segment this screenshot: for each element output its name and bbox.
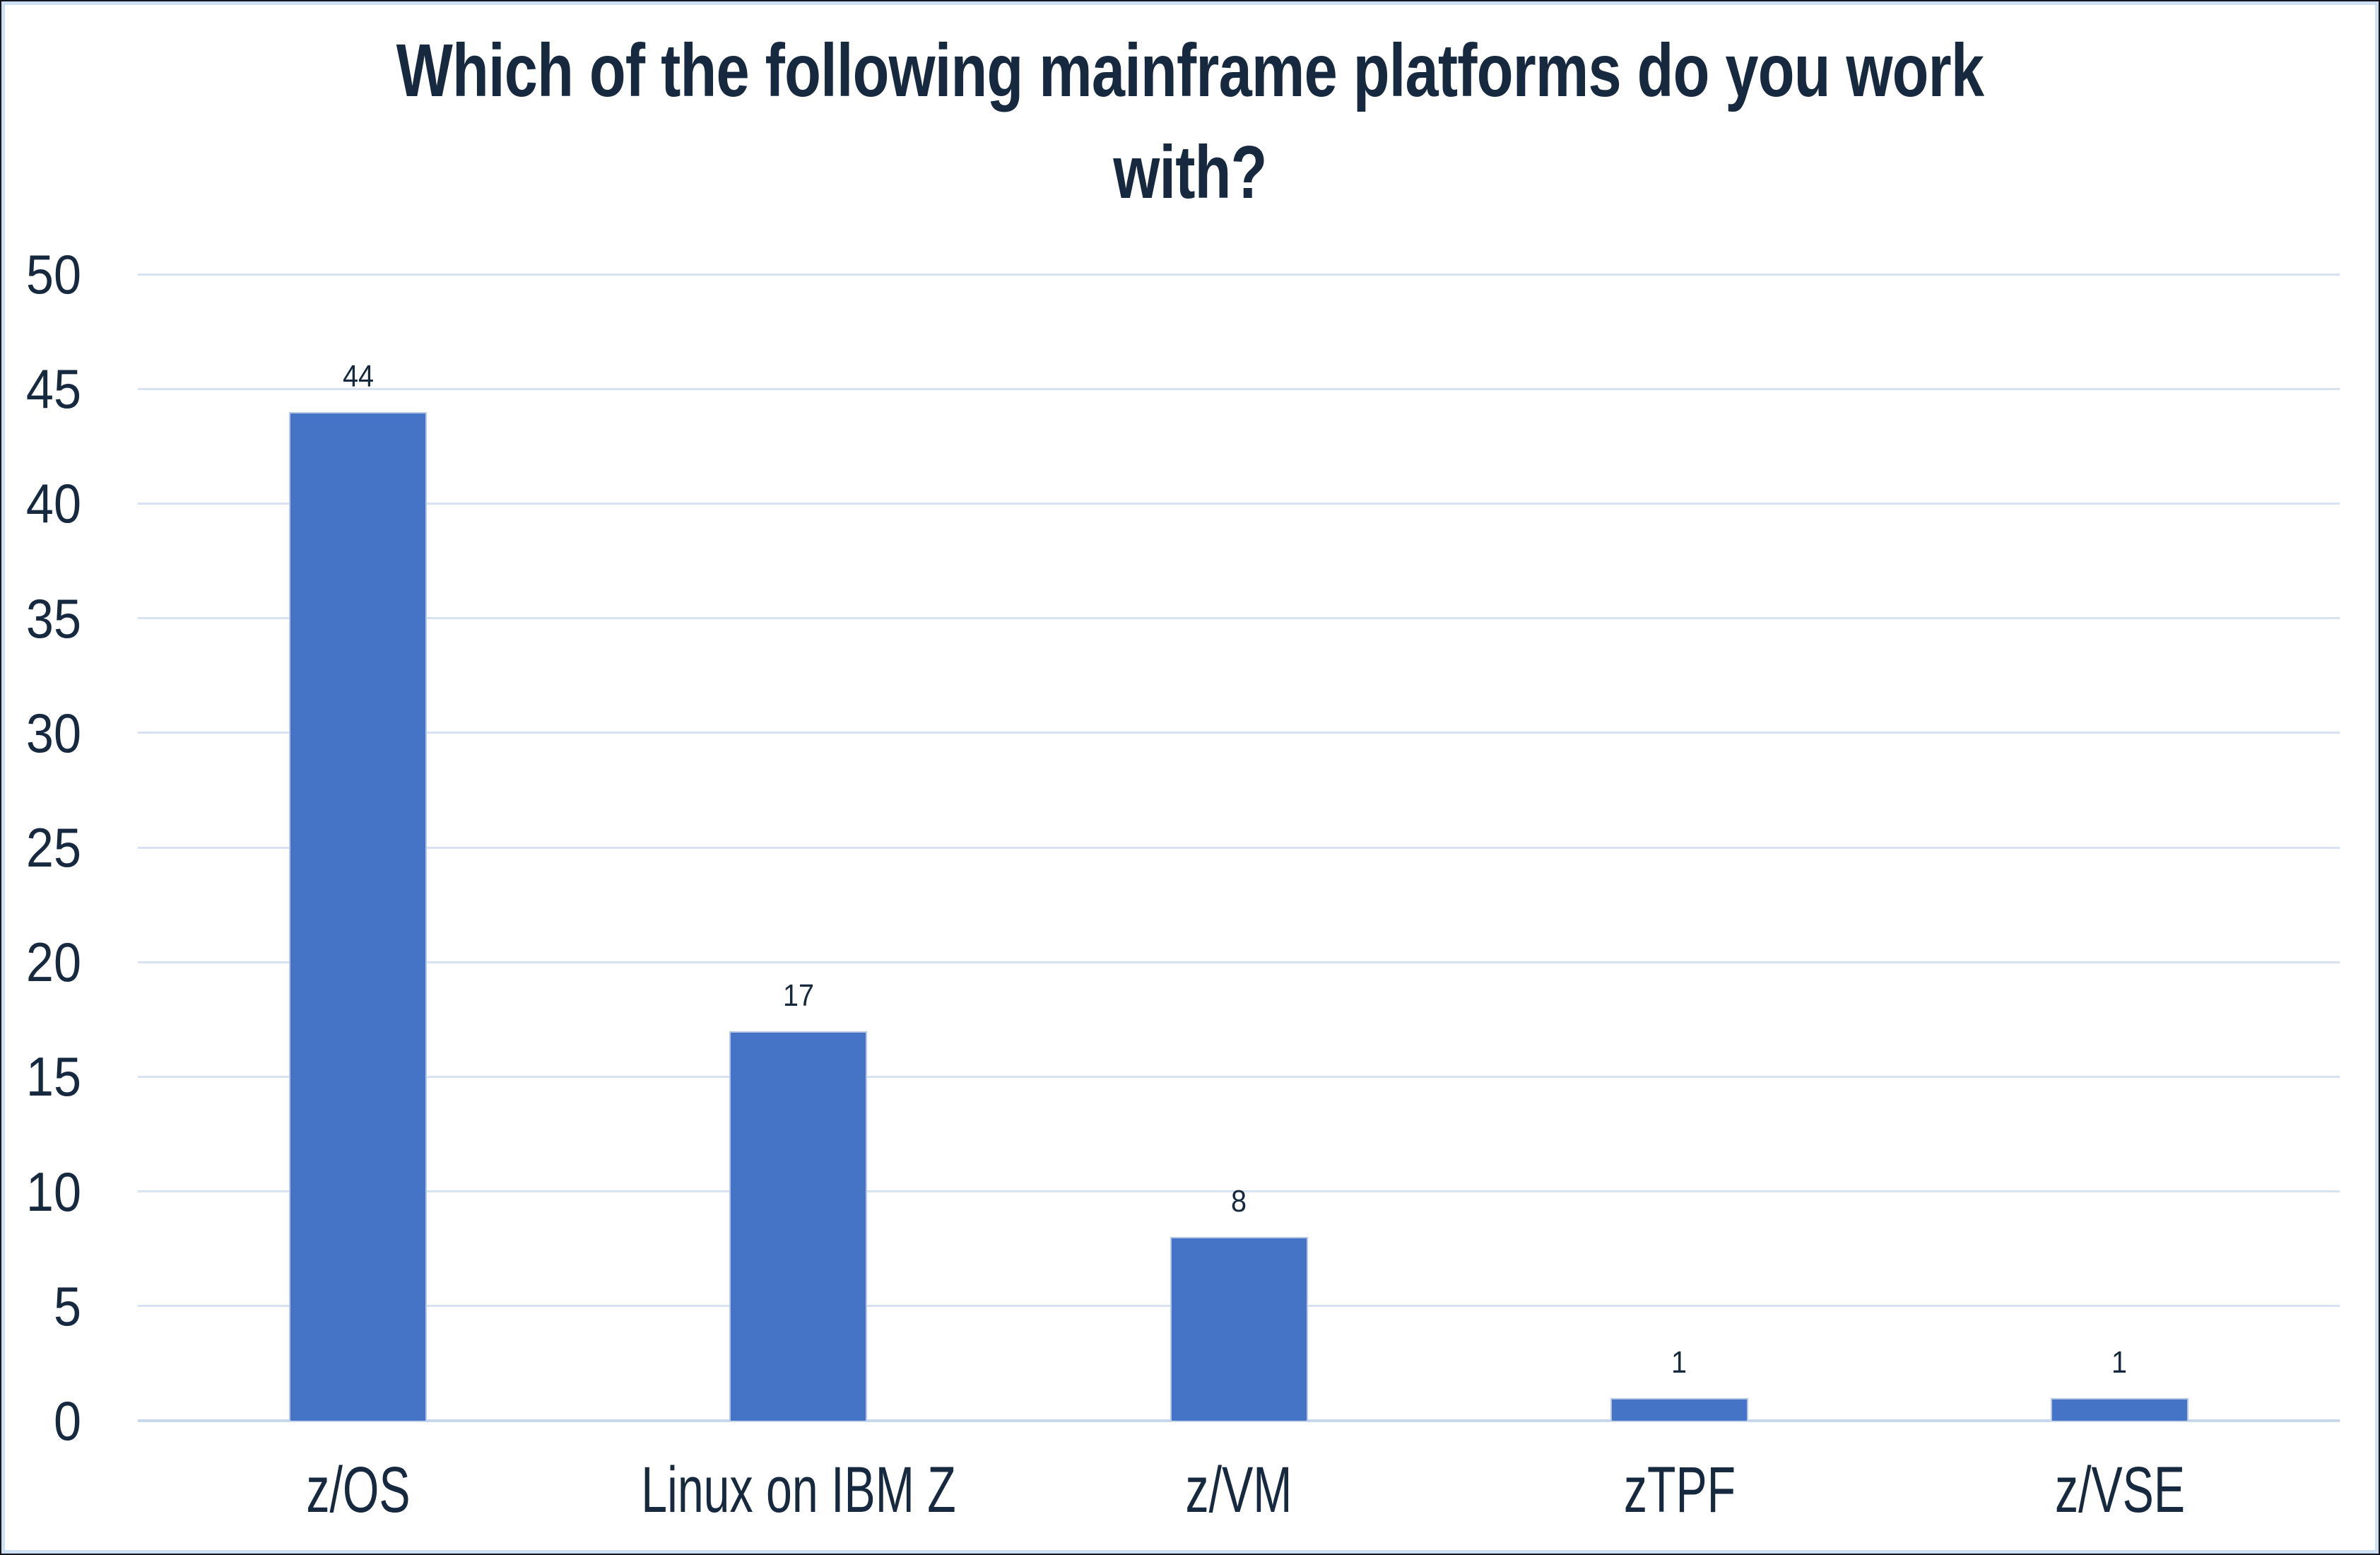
gridline-20 — [138, 961, 2340, 963]
x-tick-label-linux-on-ibm-z: Linux on IBM Z — [641, 1454, 956, 1526]
y-tick-label-15: 15 — [25, 1045, 81, 1108]
y-tick-label-30: 30 — [25, 701, 81, 764]
x-tick-label-z-vm: z/VM — [1185, 1454, 1292, 1526]
x-tick-label-ztpf: zTPF — [1623, 1454, 1736, 1526]
y-tick-label-50: 50 — [25, 243, 81, 305]
bar-ztpf — [1610, 1397, 1748, 1421]
y-tick-label-5: 5 — [53, 1274, 81, 1337]
chart-title-line2: with? — [1113, 131, 1267, 214]
bar-z-vm — [1170, 1237, 1308, 1421]
gridline-40 — [138, 502, 2340, 505]
gridline-15 — [138, 1075, 2340, 1078]
x-tick-label-z-os: z/OS — [306, 1454, 411, 1526]
y-tick-label-20: 20 — [25, 931, 81, 994]
value-label-z-vse: 1 — [2111, 1344, 2128, 1380]
y-tick-label-10: 10 — [25, 1160, 81, 1223]
plot-area: 44 17 8 1 1 — [138, 273, 2340, 1422]
y-tick-label-25: 25 — [25, 816, 81, 879]
gridline-10 — [138, 1190, 2340, 1193]
gridline-45 — [138, 387, 2340, 390]
y-tick-label-40: 40 — [25, 472, 81, 535]
gridline-30 — [138, 732, 2340, 734]
gridline-25 — [138, 846, 2340, 849]
y-tick-label-45: 45 — [25, 358, 81, 421]
y-tick-label-35: 35 — [25, 587, 81, 650]
bar-linux-on-ibm-z — [729, 1031, 868, 1421]
bar-z-vse — [2050, 1397, 2188, 1421]
value-label-z-vm: 8 — [1230, 1184, 1247, 1219]
gridline-0 — [138, 1419, 2340, 1422]
gridline-35 — [138, 617, 2340, 620]
value-label-linux-on-ibm-z: 17 — [782, 978, 814, 1013]
gridline-50 — [138, 273, 2340, 276]
bar-z-os — [289, 411, 428, 1421]
chart-title: Which of the following mainframe platfor… — [238, 20, 2142, 223]
chart-title-line1: Which of the following mainframe platfor… — [396, 29, 1984, 112]
y-tick-label-0: 0 — [53, 1390, 81, 1452]
value-label-ztpf: 1 — [1671, 1344, 1687, 1380]
value-label-z-os: 44 — [342, 358, 374, 394]
x-tick-label-z-vse: z/VSE — [2054, 1454, 2185, 1526]
